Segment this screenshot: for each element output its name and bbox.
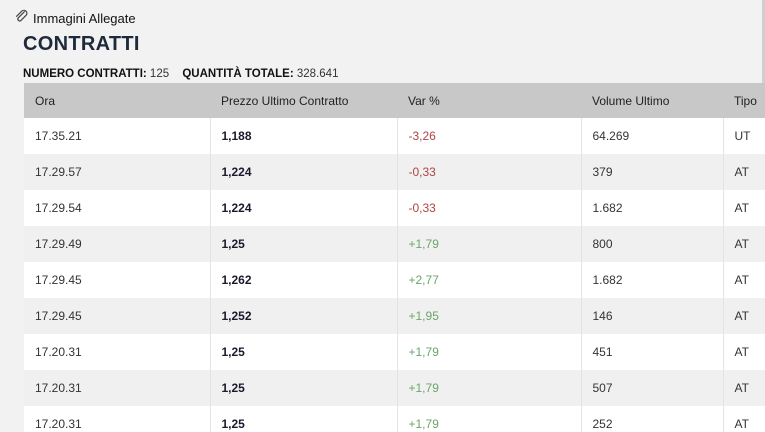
cell-type: AT	[722, 298, 765, 334]
cell-volume: 379	[580, 154, 723, 190]
page-title: CONTRATTI	[23, 33, 140, 55]
total-label: QUANTITÀ TOTALE:	[182, 68, 294, 80]
cell-price: 1,224	[209, 190, 397, 226]
cell-type: AT	[722, 154, 765, 190]
cell-var: +2,77	[396, 262, 581, 298]
cell-volume: 451	[580, 334, 723, 370]
column-header-price[interactable]: Prezzo Ultimo Contratto	[221, 93, 349, 108]
column-header-type[interactable]: Tipo	[734, 93, 757, 108]
cell-time: 17.29.45	[35, 273, 82, 287]
table-row: 17.29.57 1,224 -0,33 379 AT	[24, 154, 765, 190]
table-row: 17.20.31 1,25 +1,79 451 AT	[24, 334, 765, 370]
cell-time: 17.20.31	[35, 381, 82, 395]
attachments-link[interactable]: Immagini Allegate	[14, 8, 136, 28]
table-row: 17.29.45 1,262 +2,77 1.682 AT	[24, 262, 765, 298]
cell-price: 1,25	[209, 226, 397, 262]
cell-price: 1,25	[209, 334, 397, 370]
cell-price: 1,188	[209, 118, 397, 154]
table-row: 17.20.31 1,25 +1,79 507 AT	[24, 370, 765, 406]
cell-volume: 800	[580, 226, 723, 262]
cell-volume: 1.682	[580, 262, 723, 298]
cell-price: 1,262	[209, 262, 397, 298]
cell-price: 1,25	[209, 406, 397, 432]
column-header-var[interactable]: Var %	[408, 93, 440, 108]
cell-type: AT	[722, 334, 765, 370]
cell-type: AT	[722, 406, 765, 432]
cell-var: +1,95	[396, 298, 581, 334]
table-row: 17.29.49 1,25 +1,79 800 AT	[24, 226, 765, 262]
cell-var: +1,79	[396, 370, 581, 406]
cell-time: 17.35.21	[35, 129, 82, 143]
cell-volume: 64.269	[580, 118, 723, 154]
cell-price: 1,224	[209, 154, 397, 190]
cell-type: AT	[722, 262, 765, 298]
cell-type: AT	[722, 226, 765, 262]
cell-time: 17.20.31	[35, 417, 82, 431]
cell-time: 17.29.54	[35, 201, 82, 215]
cell-var: +1,79	[396, 406, 581, 432]
cell-var: -3,26	[396, 118, 581, 154]
table-header: Ora Prezzo Ultimo Contratto Var % Volume…	[24, 83, 765, 118]
column-header-time[interactable]: Ora	[35, 93, 56, 108]
cell-var: +1,79	[396, 226, 581, 262]
table-row: 17.35.21 1,188 -3,26 64.269 UT	[24, 118, 765, 154]
cell-price: 1,252	[209, 298, 397, 334]
cell-var: +1,79	[396, 334, 581, 370]
cell-price: 1,25	[209, 370, 397, 406]
attachments-label: Immagini Allegate	[33, 10, 136, 26]
cell-volume: 146	[580, 298, 723, 334]
cell-time: 17.29.49	[35, 237, 82, 251]
cell-time: 17.29.45	[35, 309, 82, 323]
cell-type: UT	[722, 118, 765, 154]
contracts-table: Ora Prezzo Ultimo Contratto Var % Volume…	[24, 83, 765, 432]
table-row: 17.29.45 1,252 +1,95 146 AT	[24, 298, 765, 334]
column-header-volume[interactable]: Volume Ultimo	[592, 93, 670, 108]
cell-volume: 507	[580, 370, 723, 406]
count-label: NUMERO CONTRATTI:	[23, 68, 147, 80]
cell-volume: 252	[580, 406, 723, 432]
total-value: 328.641	[296, 68, 339, 80]
cell-type: AT	[722, 370, 765, 406]
cell-var: -0,33	[396, 190, 581, 226]
table-row: 17.20.31 1,25 +1,79 252 AT	[24, 406, 765, 432]
cell-type: AT	[722, 190, 765, 226]
table-row: 17.29.54 1,224 -0,33 1.682 AT	[24, 190, 765, 226]
count-value: 125	[149, 68, 170, 80]
cell-time: 17.29.57	[35, 165, 82, 179]
cell-time: 17.20.31	[35, 345, 82, 359]
contracts-summary: NUMERO CONTRATTI: 125 QUANTITÀ TOTALE: 3…	[23, 68, 348, 80]
cell-volume: 1.682	[580, 190, 723, 226]
paperclip-icon	[14, 9, 29, 27]
cell-var: -0,33	[396, 154, 581, 190]
